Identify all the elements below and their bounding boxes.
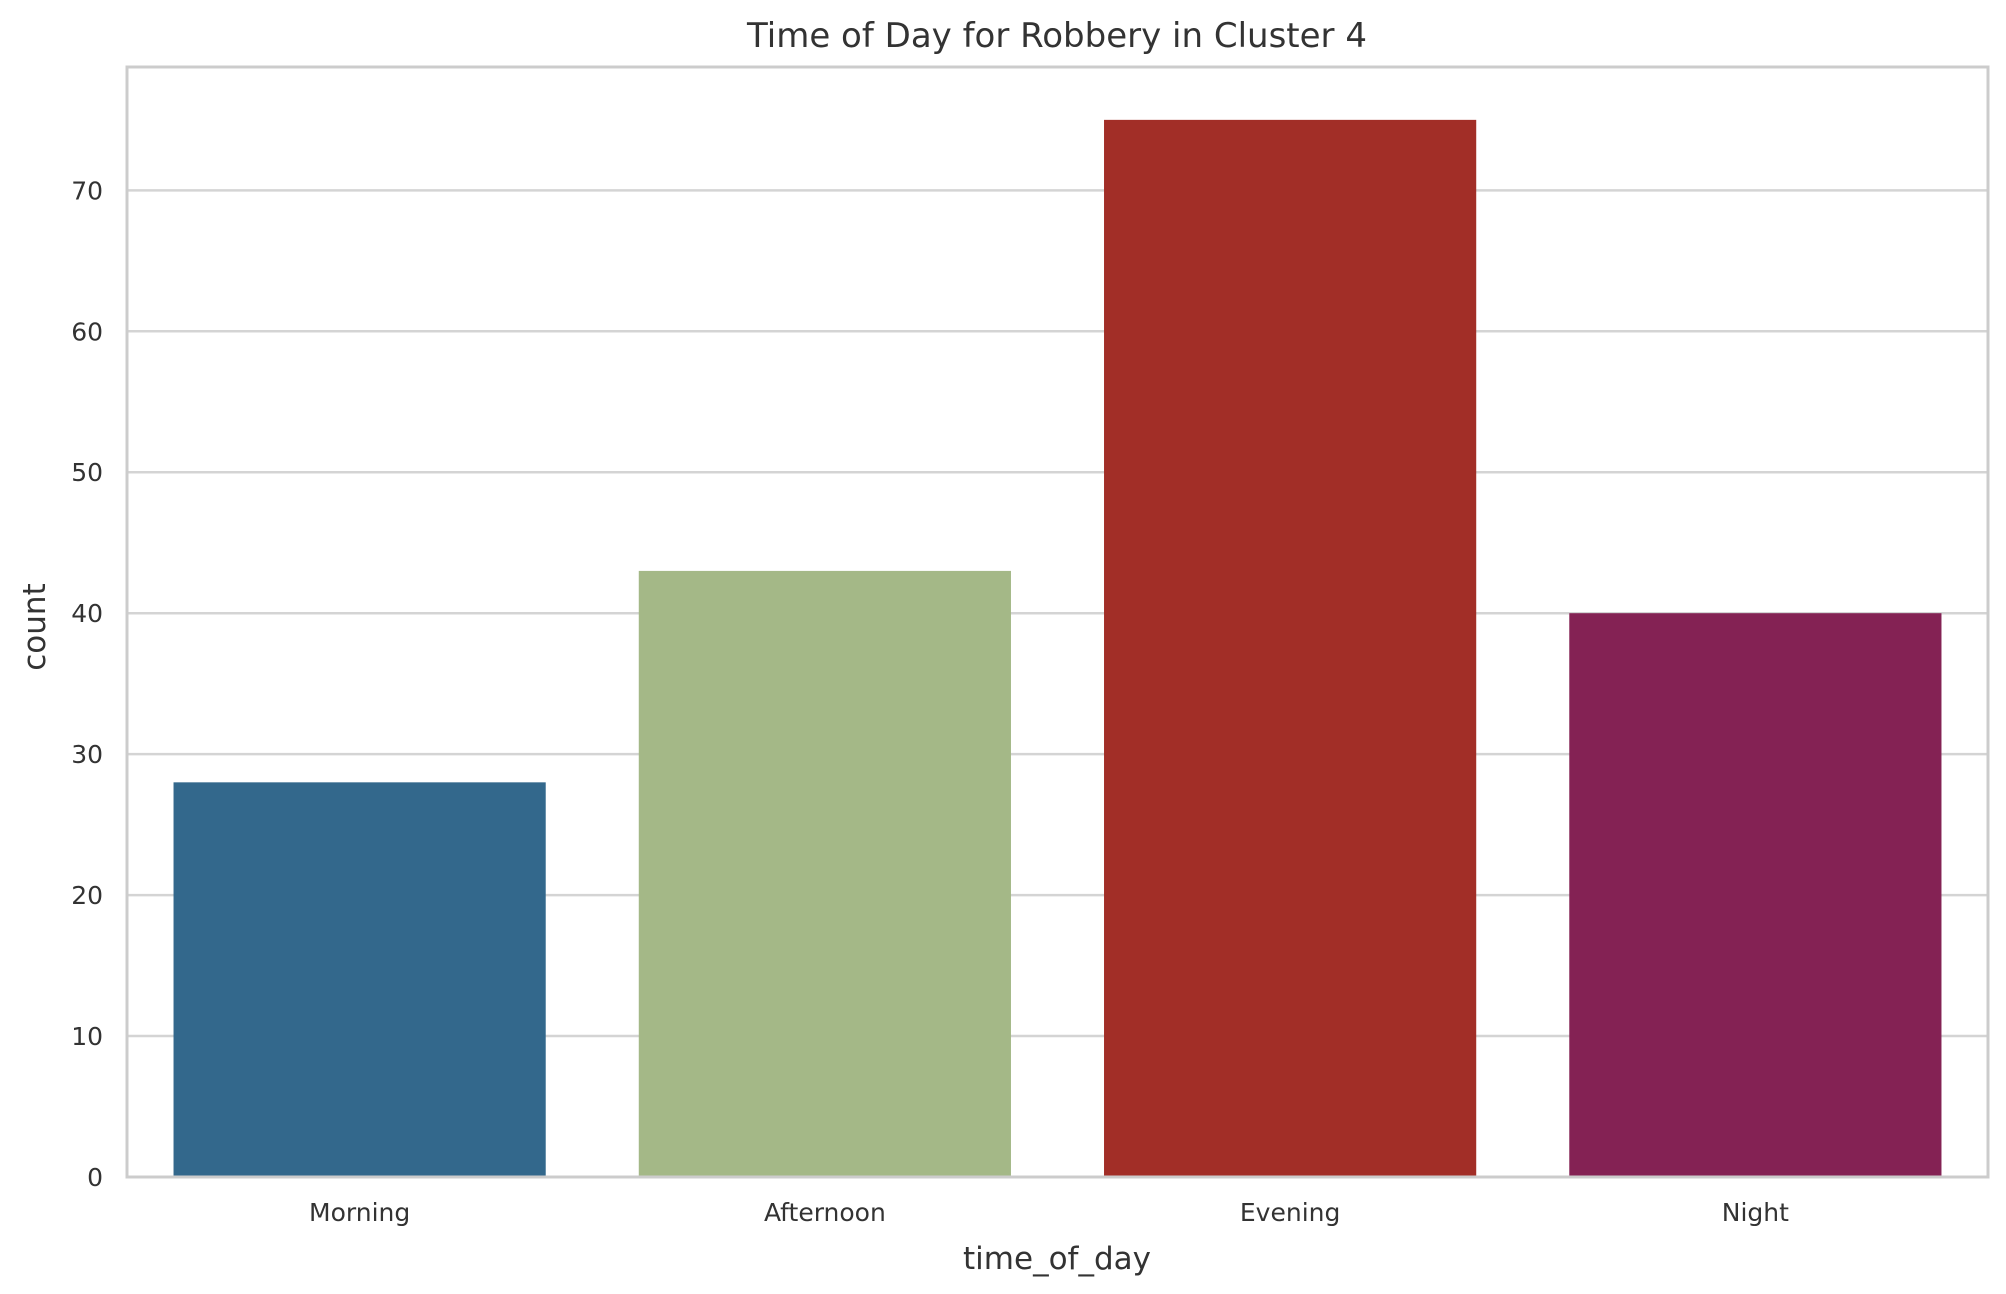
x-axis-label: time_of_day (963, 1241, 1151, 1277)
y-tick-label: 70 (71, 176, 103, 205)
bars (173, 119, 1942, 1177)
bar-morning (173, 782, 546, 1177)
y-axis-label: count (17, 583, 53, 670)
bar-afternoon (638, 570, 1011, 1177)
y-tick-label: 40 (71, 599, 103, 628)
plot-area-frame (125, 65, 1990, 1179)
y-tick-label: 10 (71, 1022, 103, 1051)
x-tick-label: Evening (1240, 1198, 1340, 1227)
y-tick-label: 0 (87, 1163, 103, 1192)
y-axis-ticks: 0 10 20 30 40 50 60 70 (71, 176, 103, 1192)
x-tick-label: Night (1722, 1198, 1789, 1227)
y-tick-label: 20 (71, 881, 103, 910)
y-tick-label: 50 (71, 458, 103, 487)
bar-night (1569, 613, 1942, 1177)
x-axis-ticks: Morning Afternoon Evening Night (309, 1198, 1789, 1227)
x-tick-label: Afternoon (764, 1198, 886, 1227)
x-tick-label: Morning (309, 1198, 410, 1227)
y-tick-label: 60 (71, 317, 103, 346)
bar-evening (1104, 119, 1477, 1177)
y-tick-label: 30 (71, 740, 103, 769)
chart-title: Time of Day for Robbery in Cluster 4 (746, 16, 1367, 56)
